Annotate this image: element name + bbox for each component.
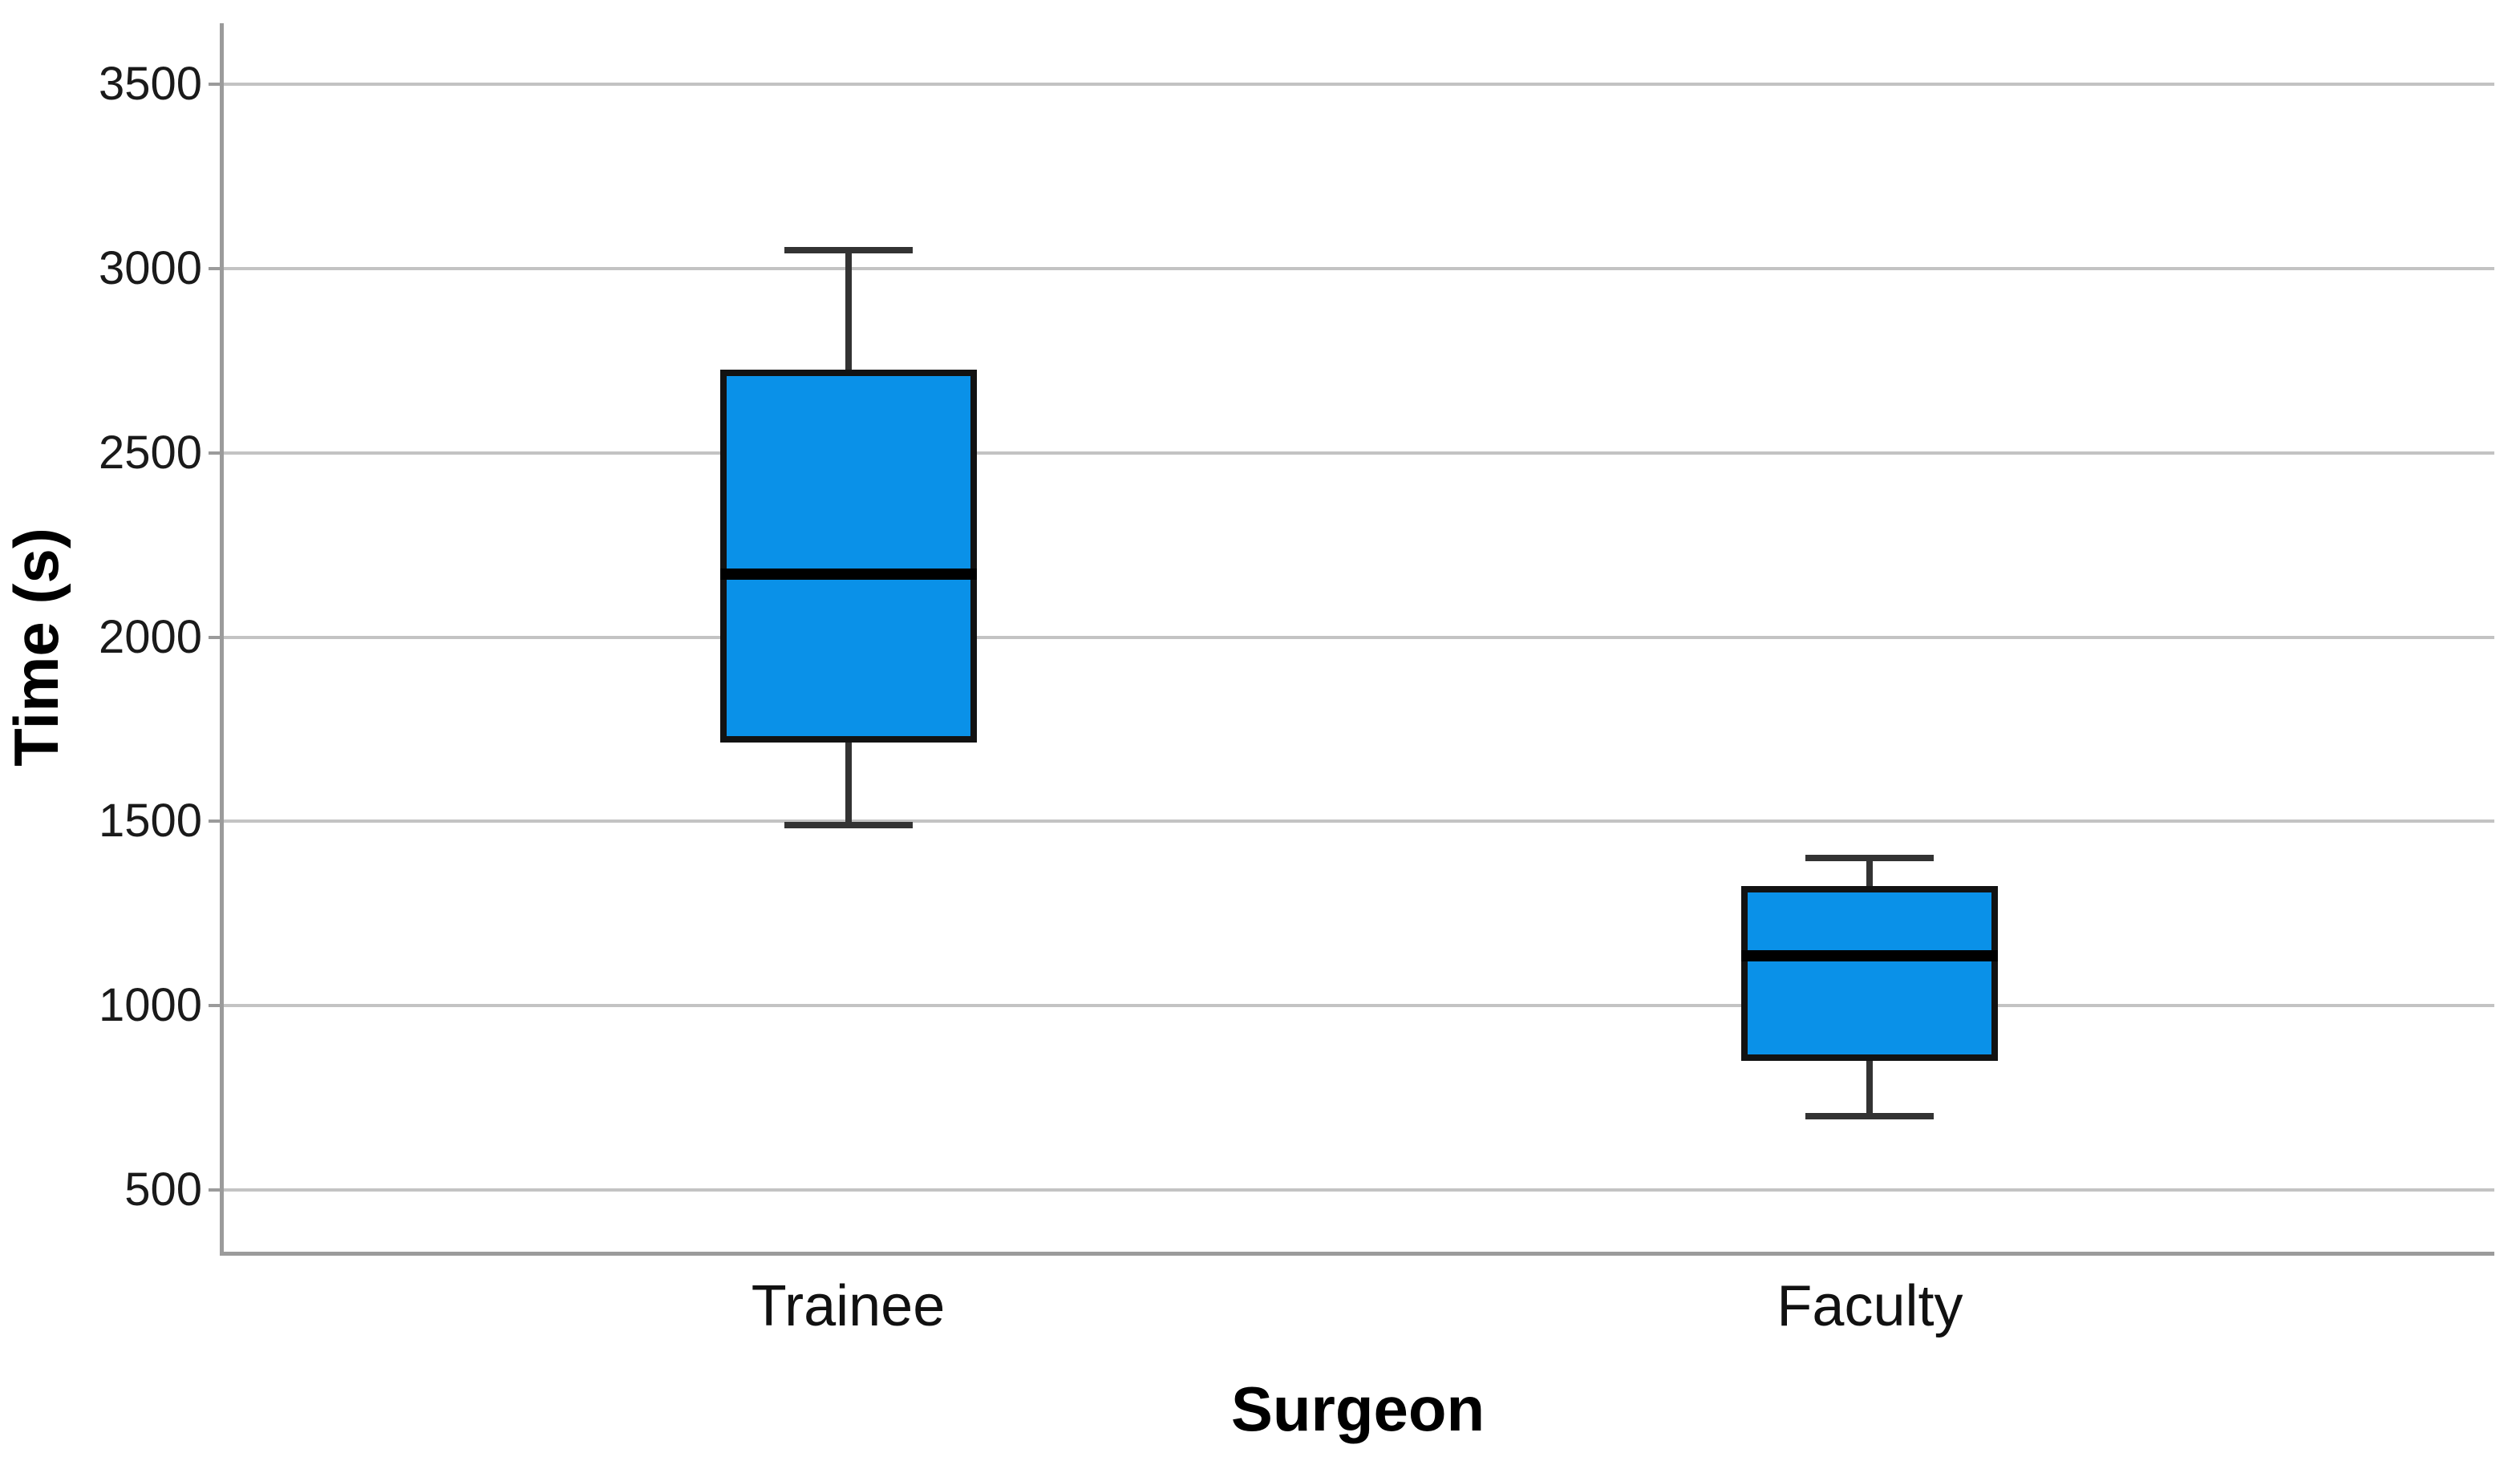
whisker-upper-stem xyxy=(1866,858,1874,886)
whisker-upper-stem xyxy=(845,249,852,370)
gridline-1500 xyxy=(224,819,2494,824)
gridline-500 xyxy=(224,1188,2494,1192)
y-tick-1500 xyxy=(209,819,221,824)
y-tick-1000 xyxy=(209,1004,221,1008)
y-tick-3000 xyxy=(209,266,221,270)
gridline-3000 xyxy=(224,266,2494,270)
y-tick-label-3500: 3500 xyxy=(98,57,202,110)
median-trainee xyxy=(719,569,977,581)
y-tick-2000 xyxy=(209,635,221,639)
box-faculty xyxy=(1741,885,1999,1062)
y-tick-label-2000: 2000 xyxy=(98,610,202,663)
y-tick-2500 xyxy=(209,451,221,455)
x-category-label-faculty: Faculty xyxy=(1777,1274,1963,1338)
plot-area xyxy=(220,23,2494,1256)
y-tick-label-500: 500 xyxy=(124,1163,202,1216)
whisker-upper-cap xyxy=(1805,855,1935,862)
y-tick-label-3000: 3000 xyxy=(98,241,202,294)
gridline-1000 xyxy=(224,1004,2494,1008)
gridline-3500 xyxy=(224,82,2494,86)
whisker-lower-cap xyxy=(1805,1113,1935,1120)
y-tick-3500 xyxy=(209,82,221,86)
x-category-label-trainee: Trainee xyxy=(751,1274,946,1338)
x-axis-title: Surgeon xyxy=(1230,1374,1485,1444)
y-tick-500 xyxy=(209,1188,221,1192)
box-trainee xyxy=(719,370,977,743)
y-tick-label-1000: 1000 xyxy=(98,979,202,1032)
gridline-2000 xyxy=(224,635,2494,639)
median-faculty xyxy=(1741,950,1999,962)
y-tick-label-1500: 1500 xyxy=(98,795,202,848)
whisker-lower-stem xyxy=(845,742,852,826)
whisker-upper-cap xyxy=(784,246,913,253)
y-tick-label-2500: 2500 xyxy=(98,426,202,479)
gridline-2500 xyxy=(224,451,2494,455)
whisker-lower-cap xyxy=(784,822,913,829)
whisker-lower-stem xyxy=(1866,1061,1874,1117)
